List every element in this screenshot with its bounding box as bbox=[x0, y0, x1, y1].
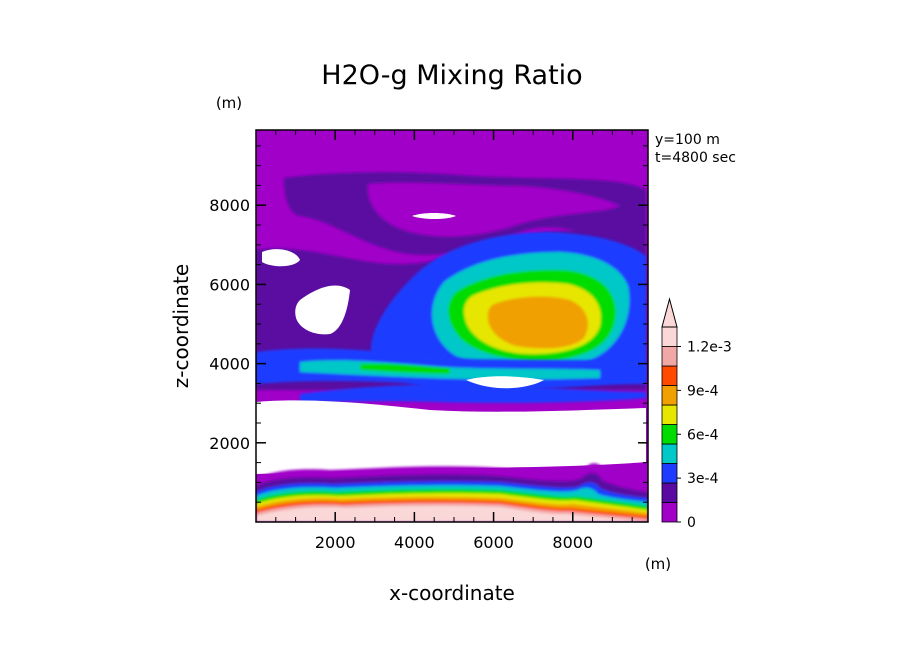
colorbar-extend-arrow bbox=[661, 297, 678, 328]
pocket-upper-center bbox=[412, 213, 456, 219]
y-unit-label: (m) bbox=[216, 94, 242, 112]
chart-title: H2O-g Mixing Ratio bbox=[321, 60, 582, 91]
x-tick-label: 4000 bbox=[394, 533, 435, 552]
pocket-near-core bbox=[466, 376, 544, 389]
y-axis-label: z-coordinate bbox=[169, 264, 193, 388]
colorbar-tick-label: 3e-4 bbox=[687, 471, 719, 487]
colorbar-swatch bbox=[661, 404, 678, 425]
mid-level-streaks bbox=[256, 348, 646, 403]
colorbar-swatch bbox=[661, 482, 678, 503]
colorbar-swatch bbox=[661, 463, 678, 484]
y-axis: 2000 4000 6000 8000 bbox=[209, 145, 648, 503]
x-tick-label: 6000 bbox=[473, 533, 514, 552]
colorbar-tick-label: 9e-4 bbox=[687, 383, 719, 399]
x-unit-label: (m) bbox=[645, 555, 671, 573]
x-tick-label: 8000 bbox=[552, 533, 593, 552]
annotation-time: t=4800 sec bbox=[655, 150, 736, 166]
dry-band bbox=[256, 400, 646, 474]
x-axis-label: x-coordinate bbox=[389, 581, 515, 605]
pocket-left-middle bbox=[295, 285, 350, 335]
colorbar-swatch bbox=[661, 326, 678, 347]
streak-lower-blue bbox=[300, 384, 646, 403]
streak-green bbox=[360, 363, 450, 374]
colorbar-tick-label: 6e-4 bbox=[687, 427, 719, 443]
x-tick-label: 2000 bbox=[315, 533, 356, 552]
pocket-upper-left bbox=[262, 249, 300, 267]
y-tick-label: 4000 bbox=[209, 355, 250, 374]
upper-band-inner bbox=[367, 182, 620, 237]
surface-light-pink bbox=[256, 505, 648, 522]
colorbar: 0 3e-4 6e-4 9e-4 1.2e-3 bbox=[661, 297, 732, 531]
colorbar-swatch bbox=[661, 346, 678, 367]
colorbar-swatch bbox=[661, 385, 678, 406]
colorbar-swatch bbox=[661, 502, 678, 523]
y-tick-label: 2000 bbox=[209, 434, 250, 453]
colorbar-tick-label: 1.2e-3 bbox=[687, 340, 732, 356]
y-tick-label: 8000 bbox=[209, 196, 250, 215]
dry-pockets bbox=[262, 213, 544, 389]
surface-layer bbox=[256, 463, 648, 522]
colorbar-tick-label: 0 bbox=[687, 515, 696, 531]
colorbar-swatch bbox=[661, 365, 678, 386]
annotation-y-position: y=100 m bbox=[655, 132, 720, 148]
moist-core bbox=[370, 232, 646, 390]
colorbar-swatch bbox=[661, 424, 678, 445]
plot-frame bbox=[255, 129, 649, 523]
contour-field bbox=[256, 130, 648, 522]
x-axis: 2000 4000 6000 8000 bbox=[275, 130, 633, 552]
y-tick-label: 6000 bbox=[209, 275, 250, 294]
core-orange bbox=[487, 296, 588, 349]
colorbar-swatch bbox=[661, 443, 678, 464]
